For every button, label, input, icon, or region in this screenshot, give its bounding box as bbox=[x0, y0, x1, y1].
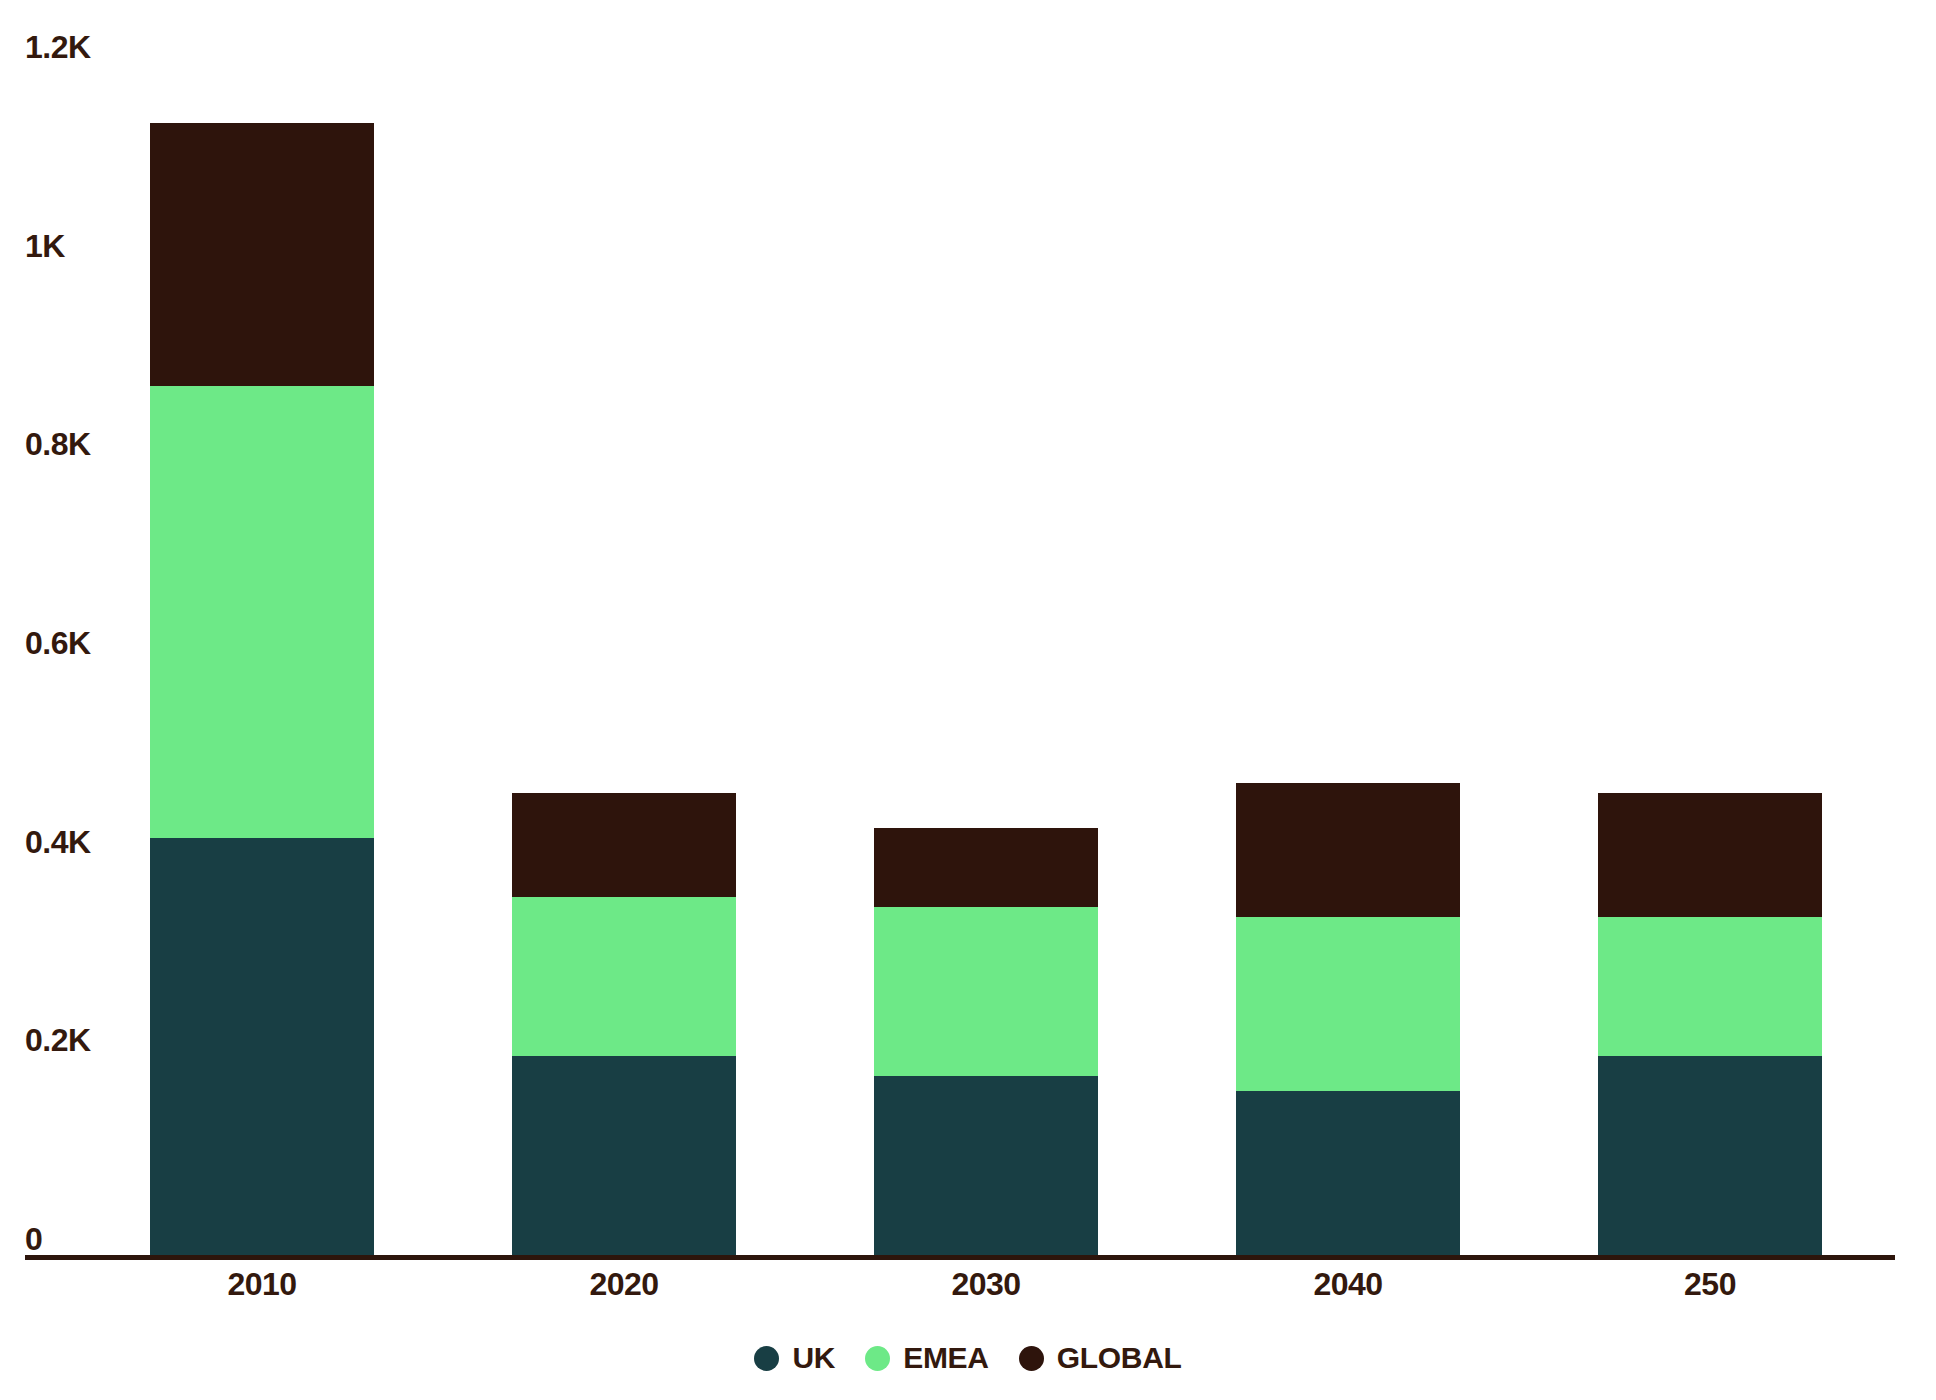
legend-swatch-icon bbox=[754, 1346, 779, 1371]
x-tick-label-250: 250 bbox=[1598, 1266, 1822, 1302]
bar-2040-global-segment[interactable] bbox=[1236, 783, 1460, 917]
y-tick-label-1k: 1K bbox=[25, 228, 65, 265]
bar-250-uk-segment[interactable] bbox=[1598, 1056, 1822, 1255]
bar-2010-global-segment[interactable] bbox=[150, 123, 374, 386]
bar-2030-uk-segment[interactable] bbox=[874, 1076, 1098, 1255]
legend-item-global[interactable]: GLOBAL bbox=[1019, 1341, 1182, 1375]
legend-swatch-icon bbox=[1019, 1346, 1044, 1371]
bar-2020-global-segment[interactable] bbox=[512, 793, 736, 897]
legend-label: UK bbox=[792, 1341, 835, 1375]
bar-2040-emea-segment[interactable] bbox=[1236, 917, 1460, 1091]
bar-2020-emea-segment[interactable] bbox=[512, 897, 736, 1056]
y-tick-label-0.8k: 0.8K bbox=[25, 426, 91, 463]
y-tick-label-0.2k: 0.2K bbox=[25, 1022, 91, 1059]
legend-item-emea[interactable]: EMEA bbox=[865, 1341, 988, 1375]
legend-label: GLOBAL bbox=[1057, 1341, 1182, 1375]
y-tick-label-0: 0 bbox=[25, 1221, 42, 1258]
stacked-bar-chart: 0 0.2K 0.4K 0.6K 0.8K 1K 1.2K 2010 2020 2030 2040… bbox=[0, 0, 1936, 1400]
legend-swatch-icon bbox=[865, 1346, 890, 1371]
bar-2010-uk-segment[interactable] bbox=[150, 838, 374, 1255]
bar-250-emea-segment[interactable] bbox=[1598, 917, 1822, 1056]
y-tick-label-1.2k: 1.2K bbox=[25, 29, 91, 66]
x-tick-label-2030: 2030 bbox=[874, 1266, 1098, 1302]
bar-250-global-segment[interactable] bbox=[1598, 793, 1822, 917]
bar-2030-global-segment[interactable] bbox=[874, 828, 1098, 907]
legend-item-uk[interactable]: UK bbox=[754, 1341, 835, 1375]
legend-label: EMEA bbox=[903, 1341, 988, 1375]
y-tick-label-0.4k: 0.4K bbox=[25, 824, 91, 861]
legend: UK EMEA GLOBAL bbox=[0, 1335, 1936, 1381]
bar-2030-emea-segment[interactable] bbox=[874, 907, 1098, 1076]
x-tick-label-2020: 2020 bbox=[512, 1266, 736, 1302]
y-tick-label-0.6k: 0.6K bbox=[25, 625, 91, 662]
x-tick-label-2010: 2010 bbox=[150, 1266, 374, 1302]
bar-2020-uk-segment[interactable] bbox=[512, 1056, 736, 1255]
bar-2040-uk-segment[interactable] bbox=[1236, 1091, 1460, 1255]
x-axis-line bbox=[25, 1255, 1895, 1260]
x-tick-label-2040: 2040 bbox=[1236, 1266, 1460, 1302]
bar-2010-emea-segment[interactable] bbox=[150, 386, 374, 838]
